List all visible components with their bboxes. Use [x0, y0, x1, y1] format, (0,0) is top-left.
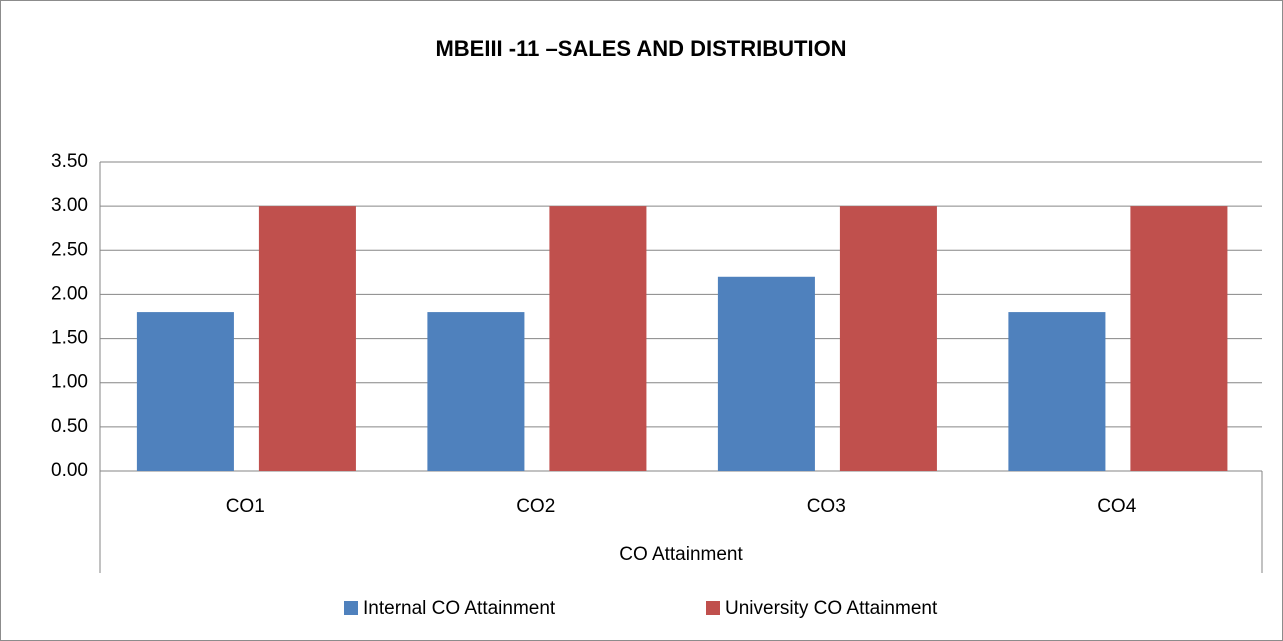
legend-swatch: [344, 601, 358, 615]
legend-label: Internal CO Attainment: [363, 598, 556, 619]
y-tick-label: 0.50: [51, 416, 88, 437]
y-tick-label: 1.50: [51, 328, 88, 349]
y-tick-label: 2.00: [51, 283, 88, 304]
x-tick-label: CO3: [807, 496, 846, 517]
y-tick-label: 1.00: [51, 372, 88, 393]
bar: [427, 312, 525, 471]
chart-title: MBEIII -11 –SALES AND DISTRIBUTION: [435, 36, 846, 61]
bar: [258, 206, 356, 471]
y-tick-label: 2.50: [51, 239, 88, 260]
x-axis-label: CO Attainment: [619, 544, 743, 565]
bar: [1130, 206, 1228, 471]
x-tick-label: CO1: [226, 496, 265, 517]
bar: [136, 312, 234, 471]
y-tick-label: 3.00: [51, 195, 88, 216]
x-tick-label: CO2: [516, 496, 555, 517]
bar: [717, 276, 815, 471]
bar: [1008, 312, 1106, 471]
legend-swatch: [706, 601, 720, 615]
y-tick-label: 0.00: [51, 460, 88, 481]
bar: [839, 206, 937, 471]
x-tick-label: CO4: [1097, 496, 1137, 517]
bar: [549, 206, 647, 471]
y-tick-label: 3.50: [51, 151, 88, 172]
legend-label: University CO Attainment: [725, 598, 938, 619]
